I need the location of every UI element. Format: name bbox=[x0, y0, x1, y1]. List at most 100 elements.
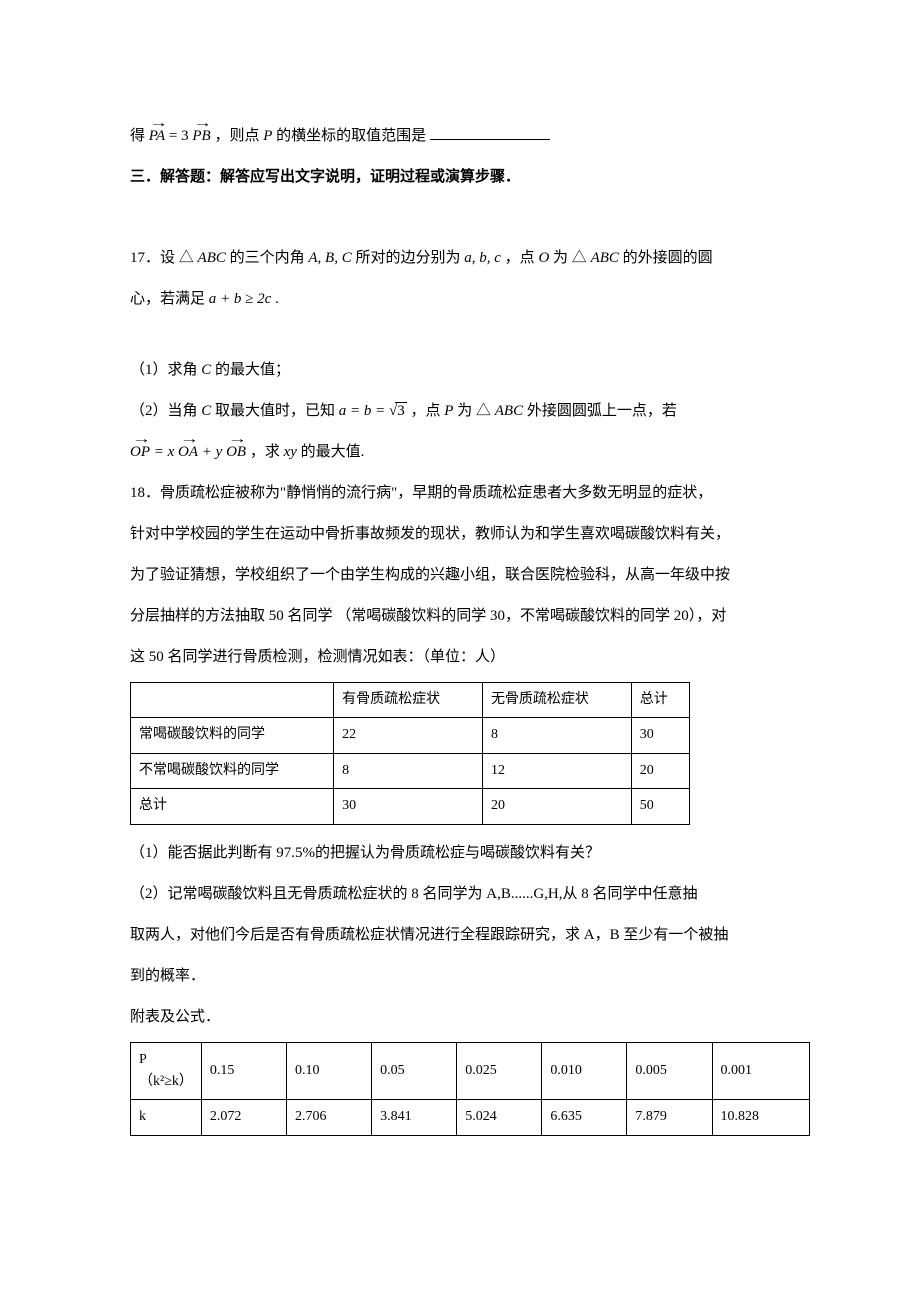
text: ，点 bbox=[411, 403, 445, 419]
table-cell: P（k²≥k） bbox=[131, 1042, 202, 1100]
text: 的三个内角 bbox=[230, 250, 309, 266]
text: 的最大值； bbox=[215, 362, 290, 378]
text: 为 bbox=[553, 250, 568, 266]
q17-line1: 17．设 △ ABC 的三个内角 A, B, C 所对的边分别为 a, b, c… bbox=[130, 242, 820, 275]
table-cell: 30 bbox=[631, 718, 689, 753]
q17-line2: 心，若满足 a + b ≥ 2c . bbox=[130, 283, 820, 316]
text: （2）当角 bbox=[130, 403, 201, 419]
var-P: P bbox=[444, 403, 453, 419]
var-ABC: ABC bbox=[591, 250, 619, 266]
text: 为 bbox=[457, 403, 472, 419]
text: 外接圆圆弧上一点，若 bbox=[527, 403, 677, 419]
text: + y bbox=[202, 444, 223, 460]
var-ABC: ABC bbox=[198, 250, 226, 266]
blank-fill bbox=[430, 125, 550, 140]
table-cell: 0.025 bbox=[457, 1042, 542, 1100]
vector-OA: OA bbox=[178, 436, 198, 469]
text: 得 bbox=[130, 128, 145, 144]
table-cell: k bbox=[131, 1100, 202, 1135]
table-cell: 常喝碳酸饮料的同学 bbox=[131, 718, 334, 753]
table-cell: 0.005 bbox=[627, 1042, 712, 1100]
text: 17．设 bbox=[130, 250, 175, 266]
table-cell: 有骨质疏松症状 bbox=[334, 683, 483, 718]
table-cell bbox=[131, 683, 334, 718]
vector-OP: OP bbox=[130, 436, 150, 469]
q18-intro-5: 这 50 名同学进行骨质检测，检测情况如表：（单位：人） bbox=[130, 641, 820, 674]
inequality: a + b ≥ 2c bbox=[209, 291, 272, 307]
table-row: 常喝碳酸饮料的同学 22 8 30 bbox=[131, 718, 690, 753]
text: 的横坐标的取值范围是 bbox=[276, 128, 426, 144]
var-C: C bbox=[201, 403, 211, 419]
section-3-heading: 三．解答题：解答应写出文字说明，证明过程或演算步骤． bbox=[130, 161, 820, 194]
triangle-symbol: △ bbox=[179, 250, 194, 266]
triangle-symbol: △ bbox=[572, 250, 587, 266]
text: 心，若满足 bbox=[130, 291, 209, 307]
table-cell: 50 bbox=[631, 789, 689, 824]
table-row: 总计 30 20 50 bbox=[131, 789, 690, 824]
table-row: 不常喝碳酸饮料的同学 8 12 20 bbox=[131, 753, 690, 788]
table-cell: 不常喝碳酸饮料的同学 bbox=[131, 753, 334, 788]
q17-vector-eq: OP = x OA + y OB ，求 xy 的最大值. bbox=[130, 436, 820, 469]
text: ，则点 bbox=[214, 128, 263, 144]
table-row: P（k²≥k） 0.15 0.10 0.05 0.025 0.010 0.005… bbox=[131, 1042, 810, 1100]
text: 的最大值. bbox=[301, 444, 365, 460]
vector-PB: PB bbox=[192, 120, 210, 153]
table-cell: 0.10 bbox=[286, 1042, 371, 1100]
equation-ab: a = b = bbox=[339, 403, 389, 419]
table-row: k 2.072 2.706 3.841 5.024 6.635 7.879 10… bbox=[131, 1100, 810, 1135]
table-cell: 22 bbox=[334, 718, 483, 753]
table-cell: 7.879 bbox=[627, 1100, 712, 1135]
text: . bbox=[275, 291, 279, 307]
text: ，求 bbox=[250, 444, 284, 460]
table-header-row: 有骨质疏松症状 无骨质疏松症状 总计 bbox=[131, 683, 690, 718]
text: 的外接圆的圆 bbox=[623, 250, 713, 266]
continuation-line: 得 PA = 3 PB ，则点 P 的横坐标的取值范围是 bbox=[130, 120, 820, 153]
table-cell: 0.15 bbox=[201, 1042, 286, 1100]
q18-intro-2: 针对中学校园的学生在运动中骨折事故频发的现状，教师认为和学生喜欢喝碳酸饮料有关， bbox=[130, 518, 820, 551]
table-cell: 无骨质疏松症状 bbox=[482, 683, 631, 718]
q18-intro-1: 18．骨质疏松症被称为"静悄悄的流行病"，早期的骨质疏松症患者大多数无明显的症状… bbox=[130, 477, 820, 510]
var-P: P bbox=[263, 128, 272, 144]
table-cell: 2.072 bbox=[201, 1100, 286, 1135]
table-cell: 5.024 bbox=[457, 1100, 542, 1135]
table-cell: 20 bbox=[631, 753, 689, 788]
q17-part2: （2）当角 C 取最大值时，已知 a = b = 3 ，点 P 为 △ ABC … bbox=[130, 395, 820, 428]
vector-OB: OB bbox=[226, 436, 246, 469]
table-cell: 0.05 bbox=[372, 1042, 457, 1100]
table-cell: 2.706 bbox=[286, 1100, 371, 1135]
triangle-symbol: △ bbox=[476, 403, 491, 419]
spacer bbox=[130, 324, 820, 354]
text: = x bbox=[154, 444, 175, 460]
text: ，点 bbox=[505, 250, 539, 266]
contingency-table: 有骨质疏松症状 无骨质疏松症状 总计 常喝碳酸饮料的同学 22 8 30 不常喝… bbox=[130, 682, 690, 825]
table-cell: 0.010 bbox=[542, 1042, 627, 1100]
spacer bbox=[130, 202, 820, 242]
table-cell: 8 bbox=[334, 753, 483, 788]
q18-appendix-label: 附表及公式． bbox=[130, 1001, 820, 1034]
table-cell: 30 bbox=[334, 789, 483, 824]
table-cell: 总计 bbox=[131, 789, 334, 824]
var-xy: xy bbox=[284, 444, 297, 460]
chi-square-table: P（k²≥k） 0.15 0.10 0.05 0.025 0.010 0.005… bbox=[130, 1042, 810, 1136]
var-ABC: ABC bbox=[495, 403, 523, 419]
text: 取最大值时，已知 bbox=[215, 403, 339, 419]
table-cell: 8 bbox=[482, 718, 631, 753]
table-cell: 总计 bbox=[631, 683, 689, 718]
var-sides: a, b, c bbox=[464, 250, 501, 266]
q17-part1: （1）求角 C 的最大值； bbox=[130, 354, 820, 387]
sqrt-3: 3 bbox=[395, 402, 407, 419]
var-angles: A, B, C bbox=[308, 250, 351, 266]
text: = 3 bbox=[169, 128, 189, 144]
table-cell: 3.841 bbox=[372, 1100, 457, 1135]
q18-intro-4: 分层抽样的方法抽取 50 名同学 （常喝碳酸饮料的同学 30，不常喝碳酸饮料的同… bbox=[130, 600, 820, 633]
text: （1）求角 bbox=[130, 362, 201, 378]
table-cell: 10.828 bbox=[712, 1100, 809, 1135]
var-C: C bbox=[201, 362, 211, 378]
table-cell: 6.635 bbox=[542, 1100, 627, 1135]
q18-part2-a: （2）记常喝碳酸饮料且无骨质疏松症状的 8 名同学为 A,B......G,H,… bbox=[130, 878, 820, 911]
q18-intro-3: 为了验证猜想，学校组织了一个由学生构成的兴趣小组，联合医院检验科，从高一年级中按 bbox=[130, 559, 820, 592]
table-cell: 20 bbox=[482, 789, 631, 824]
table-cell: 12 bbox=[482, 753, 631, 788]
q18-part2-c: 到的概率． bbox=[130, 960, 820, 993]
var-O: O bbox=[538, 250, 549, 266]
